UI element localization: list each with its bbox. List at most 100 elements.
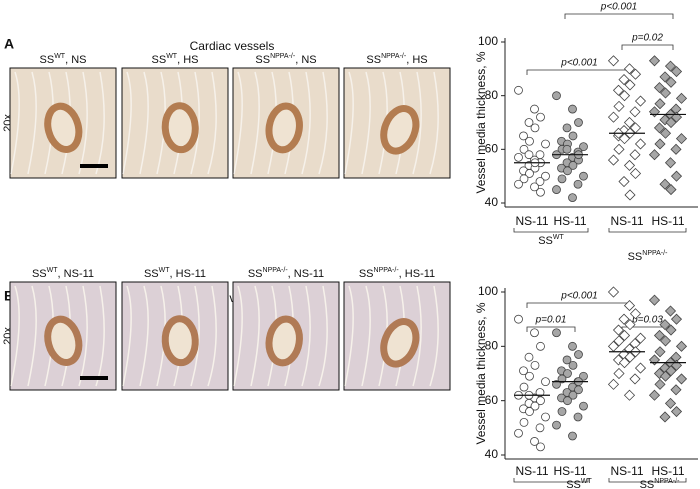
- group-label: SSWT: [538, 234, 564, 247]
- image-label-rest: , NS: [295, 54, 316, 66]
- data-point: [618, 329, 631, 342]
- p-value: p<0.001: [560, 291, 597, 302]
- data-point: [524, 150, 534, 160]
- image-label-base: SS: [366, 54, 381, 66]
- data-point: [535, 423, 545, 433]
- data-point: [579, 371, 588, 381]
- scale-bar: [80, 164, 108, 168]
- data-point: [664, 157, 677, 169]
- image-label-base: SS: [255, 54, 270, 66]
- data-point: [519, 174, 529, 184]
- y-tick-label: 40: [485, 195, 499, 209]
- tissue-streak: [207, 285, 217, 387]
- tissue-streak: [10, 285, 20, 387]
- data-point: [514, 179, 523, 189]
- data-point: [624, 351, 636, 363]
- data-point: [648, 106, 661, 118]
- p-value: p=0.03: [631, 315, 663, 326]
- data-point: [607, 55, 620, 67]
- y-axis-title: Vessel media thickness, %: [474, 302, 488, 444]
- data-point: [579, 171, 588, 181]
- x-tick-label: HS-11: [553, 214, 586, 228]
- tissue-streak: [361, 71, 371, 175]
- y-tick-label: 60: [485, 393, 499, 407]
- x-tick-label: HS-11: [651, 214, 684, 228]
- tissue-streak: [250, 71, 260, 175]
- data-point: [623, 389, 636, 401]
- data-point: [514, 428, 523, 438]
- data-point: [552, 91, 561, 101]
- data-point: [618, 90, 631, 102]
- tissue-streak: [318, 285, 328, 387]
- group-bracket: [513, 478, 589, 483]
- tissue-streak: [250, 285, 260, 387]
- data-point: [562, 355, 572, 365]
- data-point: [664, 60, 677, 72]
- vessel: [265, 315, 303, 367]
- data-point: [665, 116, 677, 129]
- p-value: p<0.001: [560, 58, 597, 69]
- data-point: [613, 367, 625, 380]
- significance-bracket: [526, 302, 633, 308]
- image-label-rest: , HS: [177, 54, 198, 66]
- group-bracket: [513, 228, 589, 233]
- group-label-sup: NPPA-/-: [642, 250, 668, 257]
- image-label-sup: NPPA-/-: [374, 267, 400, 274]
- group-label: SSWT: [566, 478, 592, 489]
- data-point: [552, 185, 561, 194]
- tissue-streak: [233, 285, 243, 387]
- y-tick-label: 80: [485, 339, 499, 353]
- data-point: [670, 170, 683, 182]
- y-tick-label: 60: [485, 142, 499, 156]
- data-point: [536, 187, 545, 197]
- data-point: [530, 437, 539, 446]
- data-point: [664, 397, 677, 409]
- group-label: SSNPPA-/-: [628, 250, 669, 263]
- image-label-sup: NPPA-/-: [270, 53, 296, 60]
- data-point: [659, 114, 671, 126]
- data-point: [629, 68, 642, 80]
- data-point: [654, 98, 666, 110]
- tissue-streak: [78, 285, 88, 387]
- tissue-streak: [190, 71, 200, 175]
- tissue-streak: [344, 71, 354, 175]
- group-bracket: [608, 478, 687, 483]
- data-point: [618, 133, 631, 145]
- data-point: [629, 149, 641, 161]
- data-point: [524, 352, 534, 362]
- vessel: [380, 105, 420, 155]
- data-point: [665, 324, 677, 336]
- image-label-sup: NPPA-/-: [381, 53, 407, 60]
- tissue-streak: [233, 71, 243, 175]
- data-point: [563, 369, 572, 378]
- data-point: [670, 143, 682, 155]
- data-point: [519, 417, 529, 427]
- image-label-rest: , HS-11: [170, 268, 206, 280]
- vessel: [161, 315, 199, 367]
- tissue-streak: [207, 71, 217, 175]
- data-point: [573, 412, 583, 422]
- data-point: [536, 112, 545, 122]
- tissue-streak: [27, 285, 37, 387]
- data-point: [618, 357, 631, 369]
- data-point: [552, 379, 561, 389]
- data-point: [519, 382, 529, 392]
- data-point: [670, 384, 682, 396]
- data-point: [568, 104, 577, 114]
- x-tick-label: HS-11: [553, 464, 586, 478]
- image-label-sup: WT: [159, 267, 171, 274]
- data-point: [579, 142, 588, 152]
- data-point: [659, 370, 672, 382]
- tissue-streak: [122, 71, 132, 175]
- data-point: [624, 319, 636, 331]
- tissue-streak: [344, 285, 354, 387]
- data-point: [624, 189, 636, 201]
- data-point: [675, 133, 688, 145]
- data-point: [659, 411, 671, 423]
- data-point: [525, 169, 534, 178]
- data-point: [530, 401, 540, 411]
- image-label: SSNPPA-/-, NS-11: [248, 267, 324, 280]
- data-point: [623, 159, 636, 171]
- image-label: SSWT, HS-11: [144, 267, 206, 280]
